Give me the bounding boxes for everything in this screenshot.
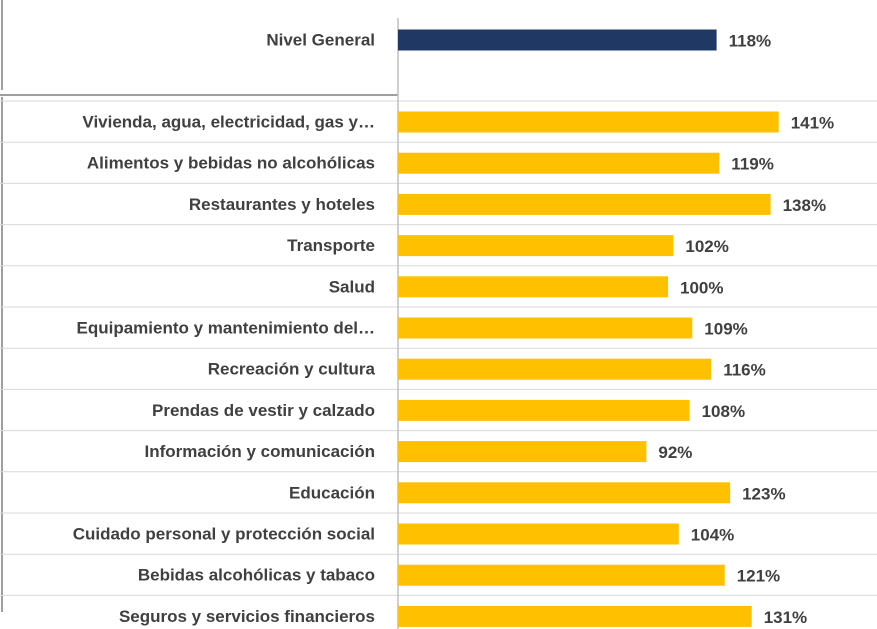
bar [398, 399, 690, 421]
value-label: 102% [685, 237, 728, 256]
value-label: 141% [791, 113, 834, 132]
category-label: Seguros y servicios financieros [119, 607, 375, 626]
bar [398, 317, 693, 339]
bar [398, 111, 779, 133]
value-label: 123% [742, 484, 785, 503]
category-label: Equipamiento y mantenimiento del… [77, 318, 375, 337]
bar [398, 235, 674, 257]
bar [398, 276, 668, 298]
bar [398, 441, 647, 463]
category-label: Cuidado personal y protección social [73, 524, 375, 543]
value-label: 100% [680, 278, 723, 297]
category-label: Prendas de vestir y calzado [152, 401, 375, 420]
value-label: 131% [764, 608, 807, 627]
bar [398, 29, 717, 51]
bar [398, 358, 712, 380]
bar [398, 605, 752, 627]
value-label: 109% [704, 319, 747, 338]
bar [398, 564, 725, 586]
value-label: 138% [783, 196, 826, 215]
value-label: 92% [658, 443, 692, 462]
category-label: Restaurantes y hoteles [189, 195, 375, 214]
category-label: Información y comunicación [145, 442, 376, 461]
value-label: 104% [691, 525, 734, 544]
category-label: Bebidas alcohólicas y tabaco [138, 566, 375, 585]
category-label: Salud [329, 277, 375, 296]
value-label: 119% [731, 155, 774, 174]
bar [398, 193, 771, 215]
value-label: 116% [723, 361, 766, 380]
category-label: Recreación y cultura [208, 360, 376, 379]
category-label: Nivel General [266, 30, 375, 49]
category-label: Vivienda, agua, electricidad, gas y… [82, 112, 375, 131]
category-label: Transporte [287, 236, 375, 255]
value-label: 108% [702, 402, 745, 421]
category-label: Educación [289, 483, 375, 502]
category-label: Alimentos y bebidas no alcohólicas [87, 154, 375, 173]
bar [398, 482, 731, 504]
bar [398, 152, 720, 174]
rows [0, 100, 877, 596]
value-label: 118% [729, 31, 772, 50]
value-label: 121% [737, 567, 780, 586]
bar [398, 523, 679, 545]
